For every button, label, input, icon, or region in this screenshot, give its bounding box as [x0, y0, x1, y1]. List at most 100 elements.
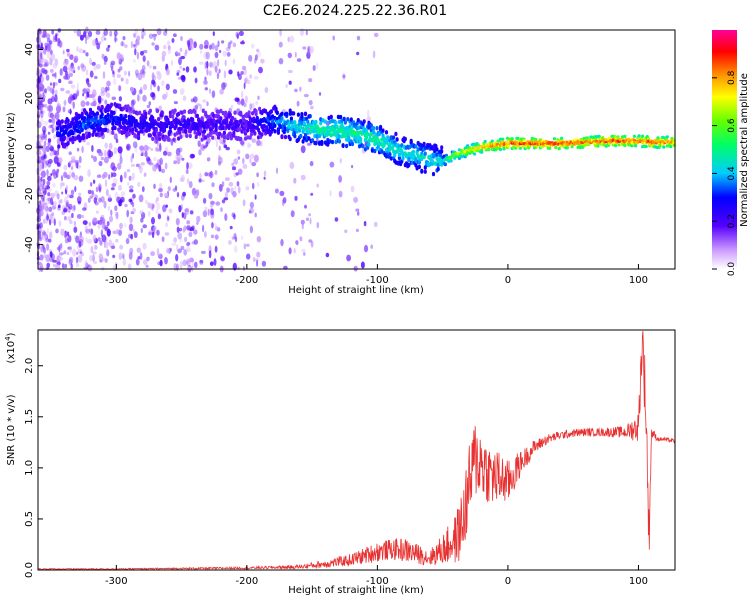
- heatmap-cell: [380, 137, 384, 142]
- heatmap-cell: [194, 122, 198, 127]
- heatmap-cell: [214, 51, 219, 59]
- heatmap-cell: [71, 164, 74, 170]
- heatmap-cell: [58, 199, 62, 205]
- heatmap-cell: [118, 58, 123, 65]
- heatmap-cell: [293, 134, 297, 139]
- heatmap-cell: [62, 100, 67, 106]
- heatmap-cell: [347, 131, 351, 136]
- heatmap-cell: [151, 72, 155, 80]
- heatmap-cell: [356, 118, 360, 123]
- heatmap-cell: [177, 248, 182, 254]
- heatmap-cell: [188, 162, 193, 170]
- heatmap-cell: [245, 112, 249, 117]
- heatmap-cell: [45, 160, 50, 166]
- heatmap-cell: [92, 39, 97, 47]
- heatmap-cell: [58, 244, 61, 253]
- heatmap-cell: [68, 151, 72, 155]
- heatmap-cell: [104, 226, 109, 231]
- heatmap-cell: [44, 135, 47, 141]
- heatmap-cell: [135, 258, 140, 266]
- heatmap-cell: [161, 168, 166, 174]
- heatmap-cell: [255, 115, 259, 121]
- heatmap-cell: [312, 65, 316, 71]
- y-tick-label: 40: [24, 43, 35, 56]
- heatmap-cell: [329, 114, 333, 120]
- heatmap-cell: [42, 92, 45, 98]
- heatmap-cell: [41, 34, 45, 39]
- heatmap-cell: [238, 30, 244, 37]
- heatmap-cell: [185, 133, 189, 138]
- heatmap-cell: [139, 86, 143, 94]
- heatmap-cell: [306, 142, 312, 146]
- heatmap-cell: [614, 144, 618, 148]
- heatmap-cell: [161, 50, 167, 57]
- heatmap-cell: [144, 151, 148, 158]
- heatmap-cell: [210, 234, 215, 239]
- heatmap-cell: [585, 136, 590, 140]
- heatmap-cell: [392, 149, 396, 154]
- heatmap-cell: [116, 228, 119, 235]
- heatmap-cell: [106, 221, 110, 227]
- heatmap-cell: [204, 110, 208, 116]
- heatmap-cell: [313, 124, 317, 129]
- heatmap-cell: [185, 247, 191, 253]
- heatmap-cell: [162, 150, 168, 156]
- heatmap-cell: [349, 117, 353, 122]
- heatmap-cell: [375, 126, 379, 131]
- heatmap-cell: [156, 28, 162, 36]
- heatmap-cell: [104, 142, 108, 149]
- heatmap-cell: [115, 238, 119, 243]
- heatmap-cell: [237, 156, 241, 160]
- heatmap-cell: [287, 52, 292, 59]
- heatmap-cell: [152, 204, 155, 209]
- heatmap-cell: [293, 120, 297, 125]
- heatmap-cell: [180, 55, 186, 60]
- heatmap-cell: [210, 203, 214, 208]
- heatmap-cell: [118, 229, 122, 236]
- heatmap-cell: [422, 141, 426, 147]
- heatmap-cell: [190, 153, 196, 159]
- heatmap-cell: [58, 220, 62, 227]
- heatmap-cell: [84, 260, 88, 268]
- heatmap-cell: [171, 123, 175, 129]
- heatmap-cell: [222, 82, 228, 88]
- colorbar-tick-label: 0.8: [727, 70, 737, 85]
- heatmap-cell: [366, 116, 371, 122]
- heatmap-cell: [274, 106, 278, 112]
- heatmap-cell: [111, 130, 115, 135]
- heatmap-cell: [239, 136, 243, 142]
- heatmap-cell: [99, 240, 103, 246]
- heatmap-cell: [63, 135, 67, 141]
- heatmap-cell: [45, 145, 50, 152]
- heatmap-cell: [175, 254, 179, 262]
- heatmap-cell: [87, 169, 91, 178]
- heatmap-cell: [132, 207, 137, 213]
- heatmap-cell: [243, 82, 246, 90]
- heatmap-cell: [334, 120, 338, 126]
- heatmap-cell: [189, 126, 194, 132]
- heatmap-cell: [178, 154, 183, 161]
- heatmap-cell: [153, 157, 157, 162]
- heatmap-cell: [40, 176, 43, 182]
- heatmap-cell: [181, 157, 185, 161]
- heatmap-cell: [65, 184, 69, 191]
- heatmap-cell: [397, 152, 401, 157]
- heatmap-cell: [193, 194, 199, 199]
- heatmap-cell: [206, 157, 211, 162]
- heatmap-cell: [71, 212, 74, 219]
- heatmap-cell: [92, 179, 96, 184]
- heatmap-cell: [38, 57, 44, 65]
- heatmap-cell: [44, 103, 48, 109]
- heatmap-cell: [294, 88, 298, 93]
- heatmap-cell: [110, 65, 114, 72]
- heatmap-cell: [47, 238, 52, 243]
- heatmap-cell: [104, 127, 108, 132]
- heatmap-cell: [81, 64, 87, 72]
- heatmap-cell: [38, 59, 41, 67]
- heatmap-cell: [37, 69, 42, 76]
- spectrogram-x-axis-label: Height of straight line (km): [288, 285, 424, 296]
- heatmap-cell: [88, 107, 93, 113]
- heatmap-cell: [222, 130, 226, 135]
- heatmap-cell: [502, 147, 506, 151]
- heatmap-cell: [366, 132, 370, 137]
